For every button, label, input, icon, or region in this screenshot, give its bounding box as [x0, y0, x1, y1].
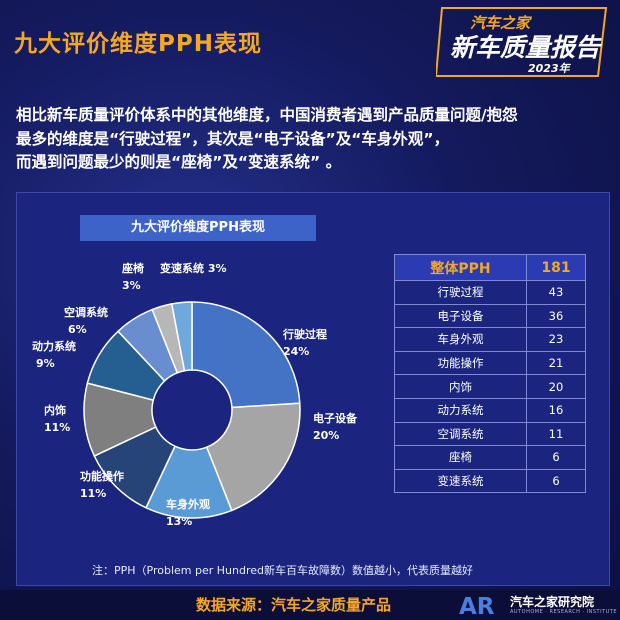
intro-line: 相比新车质量评价体系中的其他维度，中国消费者遇到产品质量问题/抱怨 [16, 106, 518, 124]
row-value: 21 [526, 350, 586, 376]
donut-slice [191, 301, 301, 409]
table-row: 空调系统 11 [394, 421, 586, 447]
page-title: 九大评价维度PPH表现 [14, 31, 262, 57]
footer-bar [0, 590, 620, 620]
donut-slice [205, 402, 301, 512]
row-value: 16 [526, 397, 586, 423]
slice-value-label: 11% [80, 487, 106, 500]
institute-name-en: AUTOHOME · RESEARCH · INSTITUTE [510, 609, 617, 615]
row-label: 动力系统 [394, 397, 527, 423]
institute-name: 汽车之家研究院 [510, 595, 595, 609]
row-value: 11 [526, 421, 586, 447]
row-value: 43 [526, 280, 586, 305]
slice-value-label: 20% [313, 429, 339, 442]
table-row: 变速系统 6 [394, 468, 586, 494]
donut-slice [170, 301, 193, 372]
slice-label: 动力系统 [32, 339, 76, 353]
table-header-value: 181 [526, 254, 586, 281]
row-value: 20 [526, 374, 586, 399]
row-label: 内饰 [394, 374, 527, 399]
row-label: 行驶过程 [394, 280, 527, 305]
row-value: 23 [526, 327, 586, 352]
brand-year: 2023年 [528, 62, 572, 75]
row-label: 空调系统 [394, 421, 527, 447]
intro-line: 最多的维度是“行驶过程”，其次是“电子设备”及“车身外观”， [16, 129, 450, 148]
row-label: 车身外观 [394, 327, 527, 352]
slice-label: 电子设备 [313, 411, 358, 425]
table-header-row: 整体PPH 181 [394, 254, 586, 281]
brand-line2: 新车质量报告 [450, 33, 603, 62]
slice-label: 内饰 [44, 403, 66, 417]
table-row: 动力系统 16 [394, 397, 586, 423]
table-row: 行驶过程 43 [394, 280, 586, 305]
slice-label: 功能操作 [80, 469, 124, 483]
data-source: 数据来源：汽车之家质量产品 [196, 596, 392, 614]
table-row: 功能操作 21 [394, 350, 586, 376]
brand-line1: 汽车之家 [470, 14, 533, 32]
institute-logo: AR [459, 594, 495, 618]
slice-label: 空调系统 [64, 305, 108, 319]
table-row: 内饰 20 [394, 374, 586, 399]
row-value: 6 [526, 445, 586, 470]
row-label: 变速系统 [394, 468, 527, 494]
intro-text: 相比新车质量评价体系中的其他维度，中国消费者遇到产品质量问题/抱怨 最多的维度是… [16, 104, 606, 175]
slice-value-label: 11% [44, 421, 70, 434]
row-value: 36 [526, 303, 586, 329]
row-label: 功能操作 [394, 350, 527, 376]
table-row: 座椅 6 [394, 445, 586, 470]
slice-label: 行驶过程 [282, 327, 327, 341]
slice-value-label: 13% [166, 515, 192, 528]
table-row: 车身外观 23 [394, 327, 586, 352]
brand-logo: 汽车之家 新车质量报告 2023年 [436, 7, 608, 77]
intro-line: 而遇到问题最少的则是“座椅”及“变速系统” 。 [16, 153, 342, 171]
row-label: 电子设备 [394, 303, 527, 329]
footnote: 注：PPH（Problem per Hundred新车百车故障数）数值越小，代表… [92, 564, 474, 577]
table-row: 电子设备 36 [394, 303, 586, 329]
slice-value-label: 24% [283, 345, 309, 358]
slice-label: 座椅 [121, 261, 144, 275]
row-label: 座椅 [394, 445, 527, 470]
table-header-label: 整体PPH [394, 254, 527, 281]
slice-value-label: 9% [36, 357, 55, 370]
slice-value-label: 6% [68, 323, 87, 336]
chart-title: 九大评价维度PPH表现 [80, 215, 316, 241]
slice-label: 车身外观 [166, 497, 210, 511]
slice-value-label: 3% [122, 279, 141, 292]
pph-table: 整体PPH 181 行驶过程 43 电子设备 36 车身外观 23 功能操作 21 内饰… [394, 254, 586, 494]
row-value: 6 [526, 468, 586, 494]
svg-text:AR: AR [459, 594, 495, 618]
slice-label: 变速系统 3% [160, 261, 227, 275]
